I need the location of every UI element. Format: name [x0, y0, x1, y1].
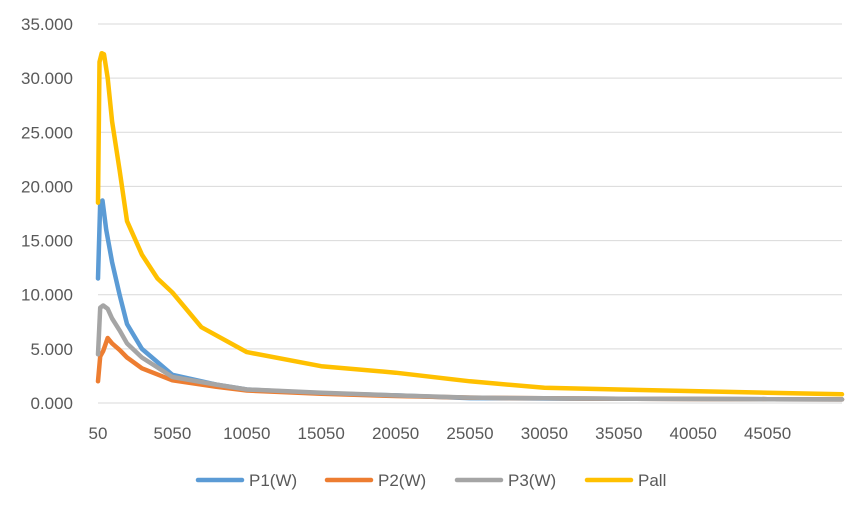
x-tick-label: 20050	[372, 424, 419, 443]
series-line-pall	[95, 50, 845, 397]
x-tick-label: 10050	[223, 424, 270, 443]
legend-label: Pall	[638, 471, 666, 490]
y-tick-label: 0.000	[30, 394, 73, 413]
y-tick-label: 30.000	[21, 69, 73, 88]
y-tick-label: 5.000	[30, 340, 73, 359]
y-tick-label: 10.000	[21, 286, 73, 305]
x-tick-label: 30050	[521, 424, 568, 443]
x-tick-label: 35050	[595, 424, 642, 443]
x-tick-label: 45050	[744, 424, 791, 443]
y-tick-label: 15.000	[21, 232, 73, 251]
series-line-p1-w	[95, 198, 845, 402]
series-line-p3-w	[95, 303, 845, 402]
x-tick-label: 50	[89, 424, 108, 443]
legend-label: P2(W)	[378, 471, 426, 490]
series-lines	[95, 50, 845, 402]
x-tick-label: 5050	[153, 424, 191, 443]
legend-item[interactable]: P1(W)	[195, 471, 297, 490]
x-tick-label: 25050	[446, 424, 493, 443]
gridlines	[98, 23, 842, 404]
y-tick-label: 35.000	[21, 15, 73, 34]
x-axis-tick-labels: 50 5050 10050 15050 20050 25050 30050 35050 4005…	[89, 424, 792, 443]
x-tick-label: 15050	[298, 424, 345, 443]
y-axis-tick-labels: 0.000 5.000 10.000 15.000 20.000 25.000 30.000…	[21, 15, 73, 413]
y-tick-label: 25.000	[21, 123, 73, 142]
x-tick-label: 40050	[670, 424, 717, 443]
legend-item[interactable]: Pall	[584, 471, 666, 490]
legend-label: P3(W)	[508, 471, 556, 490]
y-tick-label: 20.000	[21, 177, 73, 196]
legend: P1(W) P2(W) P3(W) Pall	[195, 471, 666, 490]
legend-item[interactable]: P3(W)	[454, 471, 556, 490]
legend-item[interactable]: P2(W)	[324, 471, 426, 490]
legend-label: P1(W)	[249, 471, 297, 490]
